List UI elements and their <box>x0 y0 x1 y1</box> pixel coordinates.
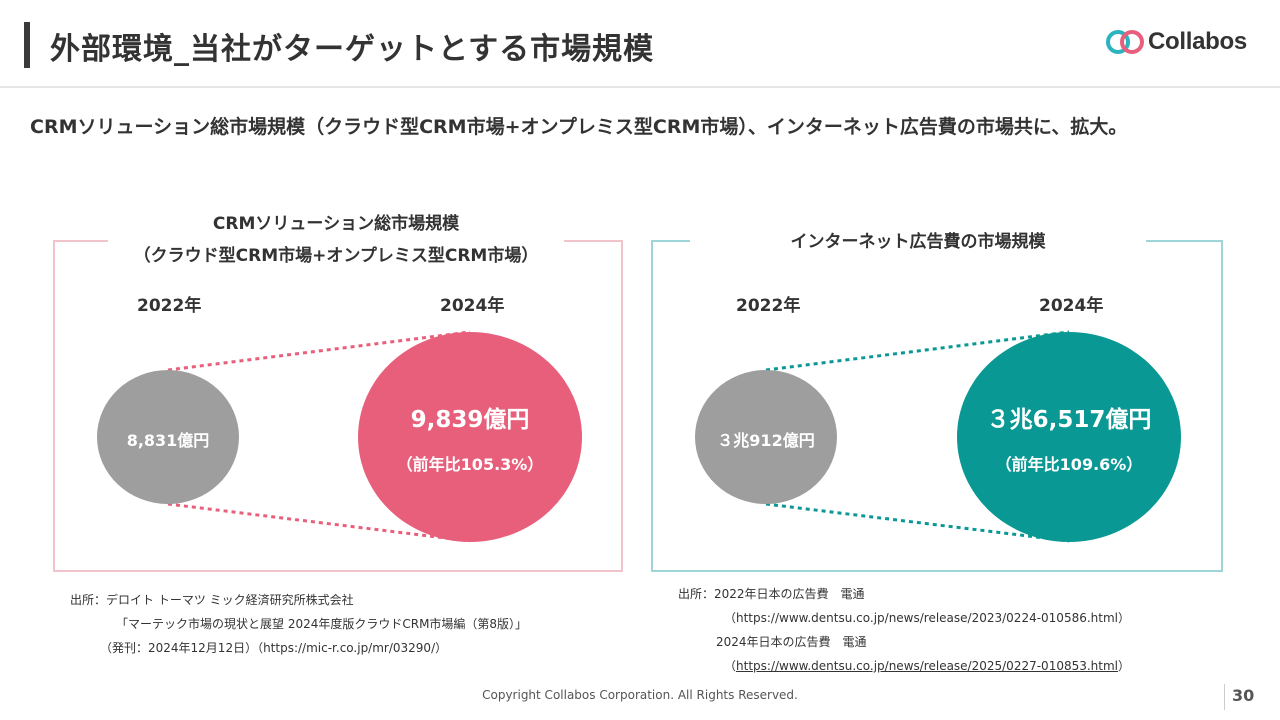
crm-2024-growth: （前年比105.3%） <box>396 455 544 474</box>
ad-source-line4-suffix: ） <box>1118 659 1131 673</box>
crm-source-line2: 「マーテック市場の現状と展望 2024年度版クラウドCRM市場編（第8版）」 <box>116 617 528 631</box>
ad-2024-circle <box>957 332 1181 542</box>
header-divider <box>0 86 1280 88</box>
dentsu-2024-link[interactable]: https://www.dentsu.co.jp/news/release/20… <box>736 659 1119 673</box>
ad-connector-bottom <box>765 502 1070 543</box>
crm-2022-value: 8,831億円 <box>126 431 210 450</box>
ad-2022-value: ３兆912億円 <box>717 431 815 450</box>
crm-2024-value: 9,839億円 <box>410 407 530 433</box>
ad-2024-value: ３兆6,517億円 <box>986 407 1152 433</box>
page-number-divider <box>1224 684 1225 710</box>
collabos-logo-icon <box>1106 30 1144 54</box>
logo-text: Collabos <box>1148 28 1247 55</box>
ad-2022-circle <box>695 370 837 504</box>
crm-year-2022: 2022年 <box>137 296 202 316</box>
crm-panel-title-line2: （クラウド型CRM市場+オンプレミス型CRM市場） <box>133 246 539 266</box>
crm-panel-title-line1: CRMソリューション総市場規模 <box>212 214 460 234</box>
page-number: 30 <box>1232 686 1255 705</box>
crm-connector-bottom <box>167 502 471 543</box>
crm-panel-title: CRMソリューション総市場規模 （クラウド型CRM市場+オンプレミス型CRM市場… <box>108 208 564 272</box>
title-accent-bar <box>24 22 30 68</box>
collabos-logo: Collabos <box>1106 28 1247 56</box>
ad-panel-title: インターネット広告費の市場規模 <box>690 226 1146 258</box>
ad-source-line4-prefix: （ <box>724 659 737 673</box>
ad-2024-growth: （前年比109.6%） <box>995 455 1143 474</box>
crm-2024-circle <box>358 332 582 542</box>
ad-source-line2: （https://www.dentsu.co.jp/news/release/2… <box>724 611 1130 625</box>
crm-year-2024: 2024年 <box>440 296 505 316</box>
ad-year-2024: 2024年 <box>1039 296 1104 316</box>
ad-source-line1: 出所：2022年日本の広告費 電通 <box>678 587 865 601</box>
crm-2022-circle <box>97 370 239 504</box>
ad-source-line3: 2024年日本の広告費 電通 <box>716 635 867 649</box>
crm-source-line1: 出所：デロイト トーマツ ミック経済研究所株式会社 <box>70 593 354 607</box>
copyright: Copyright Collabos Corporation. All Righ… <box>482 688 798 702</box>
ad-connector-top <box>765 330 1070 372</box>
crm-connector-top <box>167 330 471 372</box>
headline: CRMソリューション総市場規模（クラウド型CRM市場+オンプレミス型CRM市場）… <box>30 116 1128 138</box>
crm-source-line3: （発刊：2024年12月12日）（https://mic-r.co.jp/mr/… <box>100 641 448 655</box>
ad-year-2022: 2022年 <box>736 296 801 316</box>
ad-source-line4: （https://www.dentsu.co.jp/news/release/2… <box>724 654 1130 678</box>
slide-title: 外部環境_当社がターゲットとする市場規模 <box>50 32 655 67</box>
